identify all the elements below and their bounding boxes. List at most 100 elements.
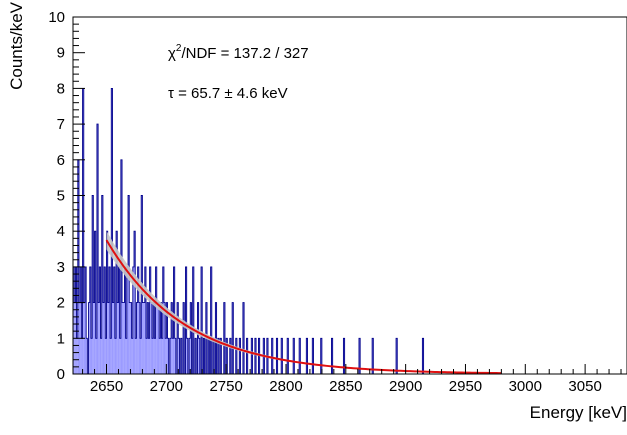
y-axis-label: Counts/keV — [7, 1, 26, 90]
histogram-bin — [151, 338, 154, 374]
histogram-bin — [108, 266, 111, 374]
histogram-bin — [306, 338, 308, 374]
histogram-bin — [75, 266, 77, 374]
histogram-bin — [84, 266, 87, 374]
y-tick-label: 5 — [57, 188, 65, 205]
histogram-bin — [119, 338, 121, 374]
y-tick-label: 3 — [57, 259, 65, 276]
x-tick-label: 2750 — [209, 378, 242, 395]
y-tick-label: 1 — [57, 330, 65, 347]
histogram-bin — [150, 302, 152, 374]
histogram-bin — [138, 302, 141, 374]
histogram-bin — [96, 124, 99, 374]
histogram-bin — [100, 338, 102, 374]
chi2-superscript: 2 — [176, 43, 182, 54]
x-tick-label: 2900 — [389, 378, 422, 395]
fit-curve — [105, 239, 502, 375]
histogram-bin — [220, 338, 222, 374]
histogram-bin — [276, 338, 278, 374]
histogram-bin — [192, 266, 194, 374]
fit-layer — [105, 230, 502, 375]
x-tick-label: 2800 — [269, 378, 302, 395]
histogram-bin — [331, 338, 333, 374]
histogram-bin — [287, 338, 289, 374]
histogram-bin — [110, 338, 112, 374]
histogram-bin — [201, 266, 203, 374]
histogram-bin — [203, 338, 205, 374]
chi2-value: /NDF = 137.2 / 327 — [181, 45, 308, 62]
histogram-bin — [159, 338, 161, 374]
x-tick-label: 2950 — [449, 378, 482, 395]
y-tick-label: 9 — [57, 45, 65, 62]
histogram-bin — [166, 302, 168, 374]
histogram-bin — [157, 302, 160, 374]
x-tick-label: 3000 — [509, 378, 542, 395]
histogram-bin — [101, 195, 103, 374]
histogram-bin — [208, 338, 210, 374]
histogram-bin — [142, 302, 144, 374]
y-axis: 0 1 2 3 4 5 6 7 8 9 10 — [48, 9, 85, 383]
histogram-bin — [343, 338, 345, 374]
histogram-bin — [190, 302, 192, 374]
histogram-bin — [94, 231, 96, 374]
histogram-bin — [113, 266, 115, 374]
histogram-bin — [145, 338, 148, 374]
histogram-bin — [144, 266, 146, 374]
histogram-bin — [81, 338, 83, 374]
histogram-bin — [153, 302, 155, 374]
histogram-bin — [171, 302, 173, 374]
histogram-bin — [186, 338, 188, 374]
histogram-bin — [246, 338, 248, 374]
histogram-bin — [137, 266, 139, 374]
x-axis: 2650 2700 2750 2800 2850 2900 2950 3000 3050 — [82, 364, 622, 395]
y-tick-label: 4 — [57, 223, 65, 240]
histogram-bin — [320, 338, 322, 374]
histogram-bin — [86, 338, 88, 374]
histogram-bin — [217, 338, 219, 374]
histogram-bin — [98, 302, 100, 374]
histogram-bin — [135, 338, 137, 374]
histogram-bin — [358, 338, 361, 374]
histogram-bin — [118, 266, 120, 374]
histogram-bin — [161, 338, 163, 374]
histogram-bin — [258, 338, 260, 374]
histogram-bin — [104, 266, 106, 374]
histogram-bin — [125, 338, 127, 374]
histogram-bin — [229, 338, 231, 374]
histogram-bin — [80, 266, 82, 374]
y-tick-label: 6 — [57, 152, 65, 169]
histogram-bin — [123, 302, 125, 374]
histogram-bin — [160, 302, 162, 374]
chart-annotation-chi2: χ2/NDF = 137.2 / 327 — [168, 43, 309, 62]
histogram-bin — [149, 266, 151, 374]
histogram-bin — [396, 338, 398, 374]
histogram-bin — [215, 302, 217, 374]
histogram-bin — [143, 302, 145, 374]
histogram-bin — [122, 302, 124, 374]
y-tick-label: 7 — [57, 116, 65, 133]
histogram-bin — [312, 338, 314, 374]
histogram-bin — [174, 338, 176, 374]
histogram-bin — [116, 231, 118, 374]
histogram-bin — [195, 338, 197, 374]
histogram-bin — [232, 302, 234, 374]
histogram-bin — [177, 302, 179, 374]
histogram-bin — [372, 338, 374, 374]
histogram-bin — [95, 338, 97, 374]
histogram-bin — [155, 266, 157, 374]
y-tick-label: 10 — [48, 9, 65, 26]
histogram-bin — [124, 266, 126, 374]
histogram-bin — [180, 338, 182, 374]
x-axis-label: Energy [keV] — [530, 403, 627, 422]
x-tick-label: 2650 — [90, 378, 123, 395]
x-tick-label: 2700 — [150, 378, 183, 395]
histogram-bin — [422, 338, 424, 374]
histogram-bin — [111, 88, 113, 375]
histogram-bin — [198, 338, 200, 374]
y-tick-label: 0 — [57, 366, 65, 383]
histogram-bin — [93, 302, 95, 374]
histogram-bin — [156, 302, 158, 374]
histogram-bin — [251, 338, 253, 374]
histogram-bin — [131, 338, 133, 374]
